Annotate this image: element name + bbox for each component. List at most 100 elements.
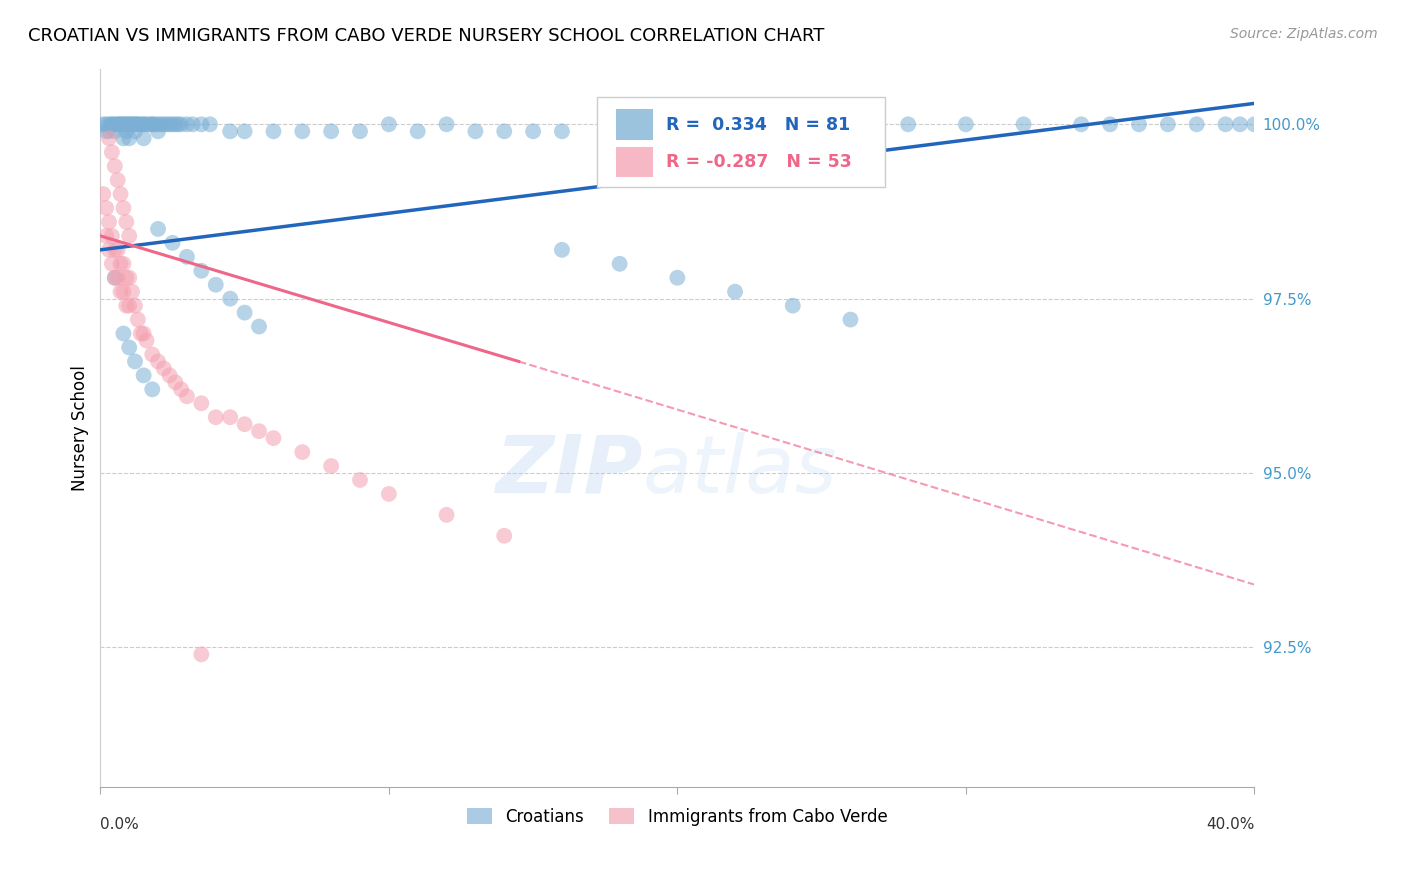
Point	[1012, 117, 1035, 131]
Point	[436, 117, 458, 131]
Point	[110, 117, 132, 131]
Point	[98, 215, 121, 229]
Point	[141, 117, 163, 131]
Text: atlas: atlas	[643, 432, 838, 510]
Point	[162, 117, 184, 131]
Point	[551, 243, 574, 257]
Point	[112, 131, 135, 145]
Point	[153, 117, 176, 131]
Point	[247, 424, 270, 438]
Point	[135, 334, 157, 348]
Point	[112, 117, 135, 131]
Point	[118, 117, 141, 131]
Text: CROATIAN VS IMMIGRANTS FROM CABO VERDE NURSERY SCHOOL CORRELATION CHART: CROATIAN VS IMMIGRANTS FROM CABO VERDE N…	[28, 27, 824, 45]
FancyBboxPatch shape	[596, 97, 886, 187]
Point	[233, 305, 256, 319]
Point	[107, 243, 129, 257]
Point	[91, 117, 114, 131]
Point	[121, 285, 143, 299]
Point	[724, 285, 747, 299]
Point	[321, 458, 343, 473]
Point	[219, 292, 242, 306]
Text: Source: ZipAtlas.com: Source: ZipAtlas.com	[1230, 27, 1378, 41]
Point	[104, 159, 127, 173]
Point	[138, 117, 160, 131]
Point	[176, 250, 198, 264]
Point	[94, 124, 117, 138]
Point	[190, 117, 212, 131]
Point	[112, 285, 135, 299]
Text: ZIP: ZIP	[495, 432, 643, 510]
Point	[141, 117, 163, 131]
Point	[378, 117, 401, 131]
Text: 0.0%: 0.0%	[100, 817, 139, 832]
Point	[165, 376, 187, 390]
Point	[132, 117, 155, 131]
Point	[118, 341, 141, 355]
Point	[897, 117, 920, 131]
Point	[121, 117, 143, 131]
Legend: Croatians, Immigrants from Cabo Verde: Croatians, Immigrants from Cabo Verde	[461, 801, 894, 832]
Point	[1070, 117, 1092, 131]
Point	[149, 117, 172, 131]
Point	[110, 117, 132, 131]
Point	[233, 417, 256, 432]
Point	[666, 270, 689, 285]
Y-axis label: Nursery School: Nursery School	[72, 365, 89, 491]
Point	[98, 124, 121, 138]
Point	[101, 228, 124, 243]
Point	[955, 117, 977, 131]
Point	[124, 117, 146, 131]
Point	[190, 396, 212, 410]
Point	[104, 243, 127, 257]
Point	[115, 124, 138, 138]
Point	[118, 117, 141, 131]
Point	[110, 285, 132, 299]
Point	[349, 124, 371, 138]
Text: 40.0%: 40.0%	[1206, 817, 1254, 832]
Point	[112, 201, 135, 215]
Point	[94, 117, 117, 131]
Point	[1229, 117, 1251, 131]
Point	[98, 117, 121, 131]
Point	[146, 117, 169, 131]
Point	[219, 124, 242, 138]
Point	[132, 326, 155, 341]
Point	[101, 117, 124, 131]
Point	[494, 529, 516, 543]
Point	[94, 201, 117, 215]
Point	[112, 117, 135, 131]
Point	[104, 270, 127, 285]
Point	[262, 431, 284, 445]
Point	[159, 117, 181, 131]
Point	[1243, 117, 1265, 131]
Point	[176, 389, 198, 403]
Point	[146, 222, 169, 236]
Point	[146, 124, 169, 138]
Point	[135, 117, 157, 131]
Point	[204, 410, 226, 425]
Point	[146, 354, 169, 368]
Point	[107, 270, 129, 285]
Point	[124, 124, 146, 138]
Point	[132, 117, 155, 131]
Point	[436, 508, 458, 522]
Bar	[616, 147, 654, 177]
Point	[153, 361, 176, 376]
Point	[198, 117, 221, 131]
Point	[115, 299, 138, 313]
Point	[141, 347, 163, 361]
Point	[291, 124, 314, 138]
Point	[204, 277, 226, 292]
Point	[349, 473, 371, 487]
Point	[118, 270, 141, 285]
Point	[494, 124, 516, 138]
Point	[101, 145, 124, 160]
Text: R = -0.287   N = 53: R = -0.287 N = 53	[666, 153, 852, 171]
Point	[1099, 117, 1122, 131]
Point	[609, 124, 631, 138]
Point	[132, 368, 155, 383]
Point	[143, 117, 166, 131]
Point	[321, 124, 343, 138]
Point	[101, 257, 124, 271]
